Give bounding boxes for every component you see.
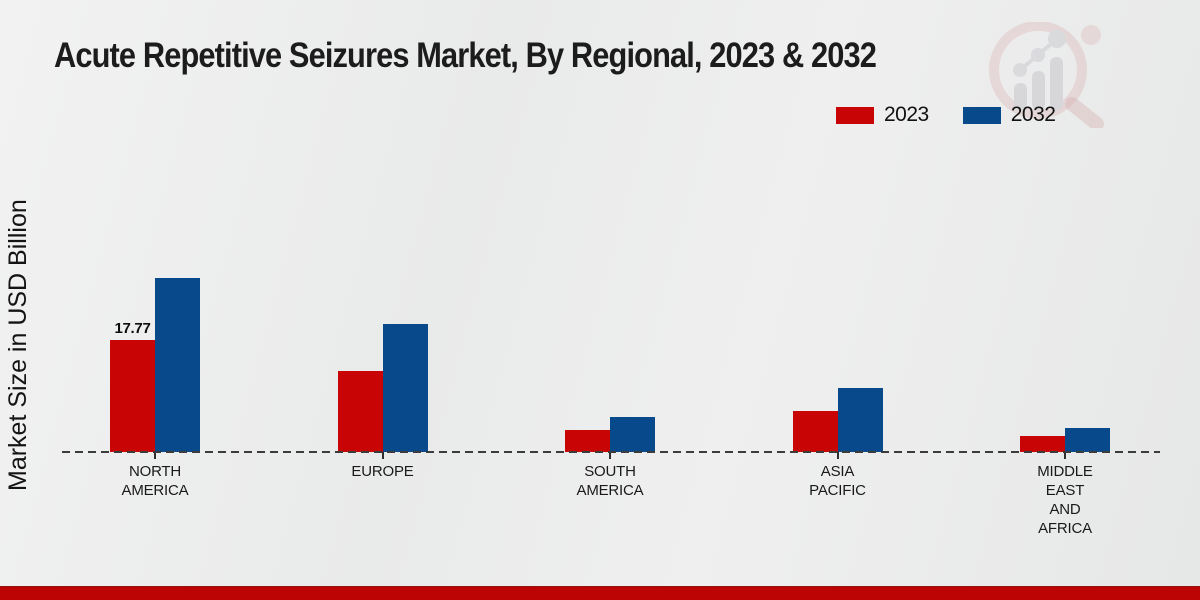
legend-label-2023: 2023 xyxy=(884,103,929,126)
legend-label-2032: 2032 xyxy=(1010,103,1056,126)
bar-middle-east-and-africa-2023 xyxy=(1020,436,1065,452)
bar-europe-2023 xyxy=(337,371,383,452)
category-label-south-america: SOUTH AMERICA xyxy=(576,463,644,499)
x-axis-baseline xyxy=(62,451,1160,453)
legend-swatch-2032 xyxy=(962,106,1001,124)
chart-title: Acute Repetitive Seizures Market, By Reg… xyxy=(54,36,877,75)
bar-south-america-2023 xyxy=(565,430,610,452)
axis-tick-europe xyxy=(381,452,384,459)
bar-middle-east-and-africa-2032 xyxy=(1065,428,1110,452)
legend-item-2023: 2023 xyxy=(836,103,929,127)
axis-tick-north-america xyxy=(154,452,156,459)
bar-south-america-2032 xyxy=(610,417,655,452)
bar-asia-pacific-2032 xyxy=(837,388,883,452)
bar-asia-pacific-2023 xyxy=(792,411,838,452)
axis-tick-south-america xyxy=(609,452,611,459)
bar-value-label: 17.77 xyxy=(114,320,151,337)
bar-north-america-2023 xyxy=(110,340,155,452)
axis-tick-asia-pacific xyxy=(836,452,839,459)
bar-north-america-2032 xyxy=(155,278,200,452)
category-label-europe: EUROPE xyxy=(351,463,414,480)
category-label-north-america: NORTH AMERICA xyxy=(121,463,189,499)
category-label-asia-pacific: ASIA PACIFIC xyxy=(809,463,866,499)
bar-europe-2032 xyxy=(382,324,428,452)
legend-swatch-2023 xyxy=(836,106,874,124)
legend: 2023 2032 xyxy=(836,103,1056,127)
axis-tick-middle-east-and-africa xyxy=(1064,452,1066,459)
magnifier-bar-chart-logo-icon xyxy=(989,22,1104,128)
footer-accent-band xyxy=(0,586,1200,600)
legend-item-2032: 2032 xyxy=(962,103,1056,127)
y-axis-label: Market Size in USD Billion xyxy=(4,199,32,491)
category-label-middle-east-and-africa: MIDDLE EAST AND AFRICA xyxy=(1037,463,1093,537)
